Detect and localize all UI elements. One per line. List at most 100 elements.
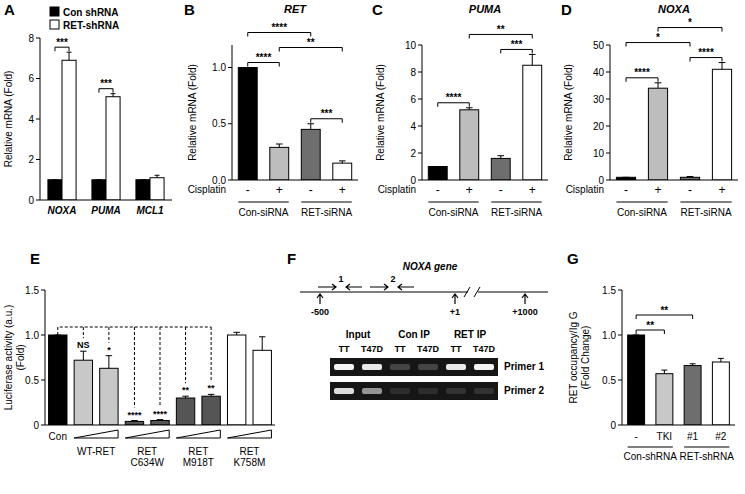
group-label: RETK758M [234,446,266,468]
significance-label: **** [256,52,272,63]
error-bar [687,176,694,178]
dose-wedge [176,430,220,438]
bar [74,360,92,425]
y-tick [618,380,622,381]
bar [460,110,479,180]
bar [202,396,220,425]
bar [150,178,164,200]
group-label: Con-shRNA [624,451,678,462]
position-arrow [522,294,528,304]
primer-arrow [398,284,414,290]
sig-bracket [690,58,722,62]
sig-line [134,327,135,408]
plot-marks [616,63,731,180]
bar [301,129,320,180]
group-label-line: RET-siRNA [491,207,542,218]
error-bar [690,364,696,366]
y-axis [232,45,233,180]
gel-band [390,364,410,370]
x-axis [40,200,172,201]
bar [48,180,62,200]
panel-letter: F [287,250,296,267]
y-tick [606,153,610,154]
y-tick [418,99,422,100]
y-tick [41,425,45,426]
primer-arrow [318,284,336,290]
x-tick-label: - [499,183,503,197]
bar [253,350,271,425]
dose-wedge [74,430,118,438]
figure: ARelative mRNA (Fold)02468NOXAPUMAMCL1Co… [0,0,745,494]
y-axis-label: (Fold Change) [580,326,591,390]
y-tick-label: 0 [28,195,34,206]
bar [712,362,729,425]
bar [238,68,257,181]
bar [151,421,169,426]
y-tick [418,153,422,154]
gel-band [390,388,410,394]
lane-label: TT [339,344,350,354]
lane-label: TT [451,344,462,354]
group-label: RETM918T [183,446,214,468]
y-tick [36,78,40,79]
y-axis-label: Luciferase activity (a.u.) [3,305,14,411]
significance-label: ** [208,383,216,393]
significance-label: **** [153,409,168,419]
panel-letter: E [30,250,40,267]
significance-label: **** [271,22,287,33]
sig-line [83,327,84,338]
y-tick-label: 0.5 [602,375,616,386]
panel-letter: C [372,1,383,18]
error-bar [339,161,346,163]
group-label: Con-siRNA [238,207,288,218]
error-bar [208,394,214,396]
dose-wedge [227,430,271,438]
sig-bracket [248,63,280,67]
y-tick-label: 0 [610,420,616,431]
group-label-line: C634W [131,457,165,468]
group-line [491,202,541,203]
sig-bracket [469,34,532,38]
primer-arrow [346,284,362,290]
error-bar [131,420,137,422]
y-tick [606,180,610,181]
error-bar [466,108,473,110]
gene-line [300,291,468,292]
column-label: Con IP [398,329,430,340]
y-tick [606,72,610,73]
gel-band [362,364,382,370]
y-axis-label: Relative mRNA (Fold) [375,64,386,161]
y-axis-label: RET occupancy/Ig G [568,311,579,403]
y-tick [418,45,422,46]
y-tick-label: 50 [593,40,605,51]
sig-bracket [626,43,690,47]
bar [62,60,76,200]
bar [270,147,289,180]
gene-break [464,287,480,297]
y-tick [228,67,232,68]
y-axis-label: Relative mRNA (Fold) [563,64,574,161]
bar [648,88,667,180]
significance-label: *** [56,37,68,48]
group-label: RETC634W [131,446,165,468]
primer-arrow [370,284,388,290]
significance-label: *** [511,39,523,50]
x-axis [45,425,275,426]
group-label-line: WT-RET [77,446,115,457]
y-tick [618,335,622,336]
bar [523,65,542,180]
error-bar [497,156,504,159]
y-tick [36,200,40,201]
sig-bracket [501,49,533,53]
sig-line [160,327,161,407]
row-label: Cisplatin [378,184,416,195]
y-tick-label: 20 [593,121,605,132]
x-tick-label: - [688,183,692,197]
gel-band [362,388,382,394]
y-axis [422,45,423,180]
group-label: Con-siRNA [428,207,478,218]
sig-bracket [248,33,311,37]
bar [125,421,143,425]
y-tick [418,126,422,127]
x-axis [622,425,735,426]
